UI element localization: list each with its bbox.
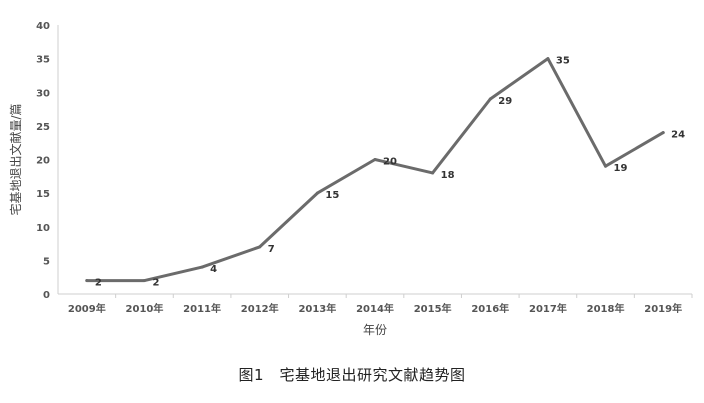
data-point (258, 245, 262, 249)
y-tick-label: 15 (36, 189, 50, 200)
x-axis: 2009年 2010年 2011年 2012年 2013年 2014年 2015年 2016年… (58, 293, 693, 315)
y-tick-label: 5 (43, 256, 50, 267)
data-label: 35 (556, 56, 570, 67)
data-point (604, 164, 608, 168)
x-tick-label: 2009年 (68, 302, 106, 315)
data-point (315, 191, 319, 195)
x-axis-label: 年份 (363, 323, 387, 337)
data-point (85, 279, 89, 283)
data-label: 29 (498, 96, 512, 107)
data-point (373, 158, 377, 161)
figure-caption: 图1 宅基地退出研究文献趋势图 (238, 366, 466, 384)
data-point (200, 265, 204, 269)
y-tick-label: 25 (36, 122, 50, 133)
x-tick-label: 2019年 (644, 302, 682, 315)
y-axis-label: 宅基地退出文献量/篇 (8, 103, 23, 215)
x-tick-label: 2014年 (356, 302, 394, 315)
data-point (488, 97, 492, 101)
data-label: 4 (210, 264, 217, 275)
data-point (142, 279, 146, 283)
series-line (85, 57, 665, 283)
x-tick-label: 2012年 (241, 302, 279, 315)
y-tick-label: 35 (36, 55, 50, 66)
data-label: 7 (268, 244, 275, 255)
x-tick-label: 2016年 (471, 302, 509, 315)
x-tick-label: 2017年 (529, 302, 567, 315)
series-line-group (85, 57, 665, 283)
y-tick-label: 40 (36, 21, 50, 32)
data-label: 24 (671, 130, 685, 141)
x-tick-label: 2018年 (587, 302, 625, 315)
data-label: 2 (95, 278, 102, 289)
x-tick-label: 2015年 (414, 302, 452, 315)
data-point (431, 171, 435, 175)
data-point (661, 131, 665, 135)
data-label: 15 (325, 190, 339, 201)
data-label: 2 (152, 278, 159, 289)
data-point (546, 57, 550, 61)
y-axis: 0 5 10 15 20 25 30 35 40 (36, 21, 59, 301)
data-label: 18 (441, 170, 455, 181)
y-tick-label: 30 (36, 88, 50, 99)
y-tick-label: 20 (36, 156, 50, 167)
x-tick-label: 2013年 (298, 302, 336, 315)
data-label: 20 (383, 157, 397, 168)
data-label: 19 (614, 163, 628, 174)
x-tick-label: 2011年 (183, 302, 221, 315)
x-tick-label: 2010年 (126, 302, 164, 315)
y-tick-label: 10 (36, 223, 50, 234)
y-tick-label: 0 (43, 290, 50, 301)
